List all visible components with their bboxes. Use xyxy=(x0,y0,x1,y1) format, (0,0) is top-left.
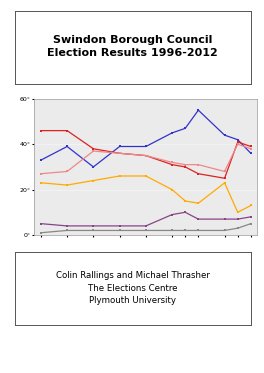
Text: Colin Rallings and Michael Thrasher
The Elections Centre
Plymouth University: Colin Rallings and Michael Thrasher The … xyxy=(56,271,210,305)
Text: Swindon Borough Council
Election Results 1996-2012: Swindon Borough Council Election Results… xyxy=(47,35,218,58)
